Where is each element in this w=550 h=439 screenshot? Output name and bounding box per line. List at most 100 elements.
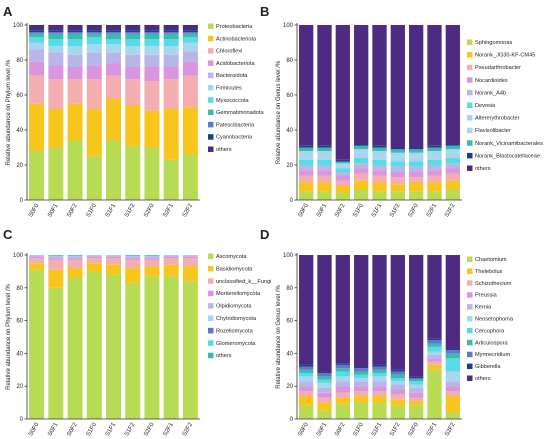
bar-segment [86, 33, 102, 38]
bar-segment [48, 258, 64, 260]
bar-segment [29, 103, 45, 151]
bar-segment [372, 391, 387, 397]
bar-segment [48, 259, 64, 270]
bar-segment [299, 151, 314, 155]
x-tick-label: S1F1 [105, 421, 118, 437]
bar-segment [317, 376, 332, 380]
bar-segment [335, 175, 350, 181]
bar-segment [354, 163, 369, 169]
bar-segment [67, 103, 83, 141]
bar-segment [144, 258, 160, 260]
bar-segment [390, 25, 405, 148]
bar-segment [427, 351, 442, 356]
y-tick-label: 40 [286, 128, 293, 134]
bar-segment [299, 373, 314, 377]
bar-segment [48, 269, 64, 288]
legend-label: others [475, 166, 491, 172]
x-tick-label: S1F2 [124, 421, 137, 437]
bar-segment [67, 39, 83, 46]
chart-panel-c: C Relative abundance on Phylum level /% S0… [3, 227, 271, 437]
bar-segment [29, 258, 45, 264]
bar-segment [86, 263, 102, 272]
x-tick-label: S0F1 [47, 421, 60, 437]
bar-segment [409, 149, 424, 153]
x-tick-label: S0F2 [334, 421, 347, 437]
bar-segment [317, 170, 332, 176]
legend-label: Norank_Blastocatellaceae [475, 153, 540, 159]
legend-label: Glomeromycota [216, 341, 256, 347]
bar-segment [427, 343, 442, 347]
bar-segment [125, 258, 141, 260]
bar-segment [409, 378, 424, 380]
bar-segment [335, 172, 350, 176]
legend-swatch [467, 327, 473, 334]
bar-segment [317, 182, 332, 192]
bar-segment [317, 392, 332, 398]
bar-segment [335, 180, 350, 186]
bar-segment [299, 366, 314, 370]
bar-segment [372, 147, 387, 151]
legend-swatch [467, 280, 473, 286]
bar-segment [317, 145, 332, 148]
bar-segment [125, 32, 141, 34]
bar-segment [125, 145, 141, 200]
bar-segment [445, 189, 460, 200]
bar-segment [29, 256, 45, 259]
bar-segment [354, 368, 369, 372]
bar-segment [125, 282, 141, 419]
bar-segment [299, 369, 314, 374]
bar-segment [125, 39, 141, 46]
bar-segment [125, 256, 141, 259]
legend-label: Chytridiomycota [216, 316, 257, 322]
x-tick-label: S1F1 [371, 202, 384, 218]
bar-segment [106, 256, 121, 259]
y-tick-label: 0 [20, 417, 24, 423]
bar-segment [48, 39, 64, 46]
bar-segment [372, 165, 387, 171]
bar-segment [29, 25, 45, 31]
x-tick-label: S1F1 [371, 421, 384, 437]
bar-segment [182, 33, 198, 38]
bar-segment [299, 182, 314, 192]
legend-label: Olpidiomycota [216, 304, 252, 310]
legend-label: Neosetophoma [475, 317, 514, 323]
bar-segment [372, 402, 387, 419]
x-tick-label: S0F0 [298, 202, 311, 218]
legend-swatch [467, 165, 473, 171]
bar-segment [354, 374, 369, 378]
legend-label: Mortierellomycota [216, 291, 261, 297]
bar-segment [409, 379, 424, 382]
legend-swatch [467, 89, 473, 96]
bar-segment [86, 109, 102, 157]
legend-swatch [208, 327, 214, 334]
bar-segment [335, 376, 350, 382]
bar-segment [372, 366, 387, 370]
bar-segment [29, 75, 45, 104]
legend-swatch [467, 102, 473, 108]
legend-swatch [467, 256, 473, 262]
bar-segment [299, 255, 314, 365]
bar-segment [354, 25, 369, 144]
x-tick-label: S2F2 [182, 202, 195, 218]
x-tick-label: S2F1 [163, 202, 176, 218]
bar-segment [299, 170, 314, 176]
bar-segment [48, 109, 64, 148]
x-tick-label: S2F1 [426, 202, 439, 218]
bar-segment [163, 46, 179, 55]
bar-segment [427, 255, 442, 339]
panel-letter: C [3, 227, 13, 242]
bar-segment [409, 400, 424, 406]
legend: Proteobacteria Actinobacteriota Chloroflex… [208, 23, 264, 153]
bar-segment [372, 386, 387, 392]
bar-segment [86, 156, 102, 200]
bar-segment [144, 259, 160, 267]
legend-label: Altererythrobacter [475, 116, 520, 122]
x-tick-label: S2F1 [163, 421, 176, 437]
bar-segment [67, 33, 83, 39]
bar-segment [144, 46, 160, 55]
x-tick-label: S1F1 [105, 202, 118, 218]
bar-segment [409, 397, 424, 401]
bar-segment [299, 364, 314, 367]
bar-segment [299, 159, 314, 165]
y-tick-label: 20 [16, 384, 23, 390]
